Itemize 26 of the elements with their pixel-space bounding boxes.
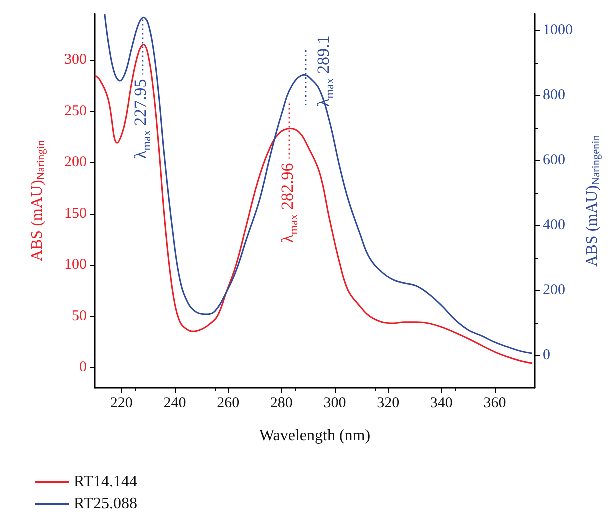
- x-tick-label: 220: [110, 396, 133, 412]
- y2-axis-title: ABS (mAU)Naringenin: [584, 134, 602, 267]
- y2-tick-label: 800: [543, 87, 566, 104]
- y-tick-label: 150: [64, 206, 87, 222]
- y-axis-title: ABS (mAU)Naringin: [29, 140, 48, 262]
- x-tick-label: 360: [484, 396, 506, 412]
- y-tick-label: 250: [64, 103, 87, 120]
- x-tick-label: 260: [217, 396, 240, 412]
- y-tick-label: 200: [64, 154, 87, 171]
- y-tick-label: 100: [64, 257, 87, 274]
- x-tick-label: 300: [324, 396, 346, 412]
- y2-tick-label: 200: [543, 282, 566, 298]
- x-tick-label: 320: [377, 396, 400, 412]
- x-tick-label: 340: [430, 396, 453, 412]
- y-tick-label: 300: [64, 52, 87, 68]
- x-axis-title: Wavelength (nm): [259, 428, 371, 444]
- legend-label: RT25.088: [74, 496, 138, 512]
- y-tick-label: 50: [72, 308, 87, 324]
- y2-tick-label: 0: [543, 347, 550, 364]
- legend-label: RT14.144: [74, 474, 138, 490]
- y2-tick-label: 400: [543, 217, 566, 234]
- y2-tick-label: 1000: [543, 22, 573, 38]
- y2-tick-label: 600: [543, 152, 566, 168]
- x-tick-label: 240: [164, 396, 186, 412]
- y-tick-label: 0: [80, 360, 87, 376]
- x-tick-label: 280: [270, 396, 293, 412]
